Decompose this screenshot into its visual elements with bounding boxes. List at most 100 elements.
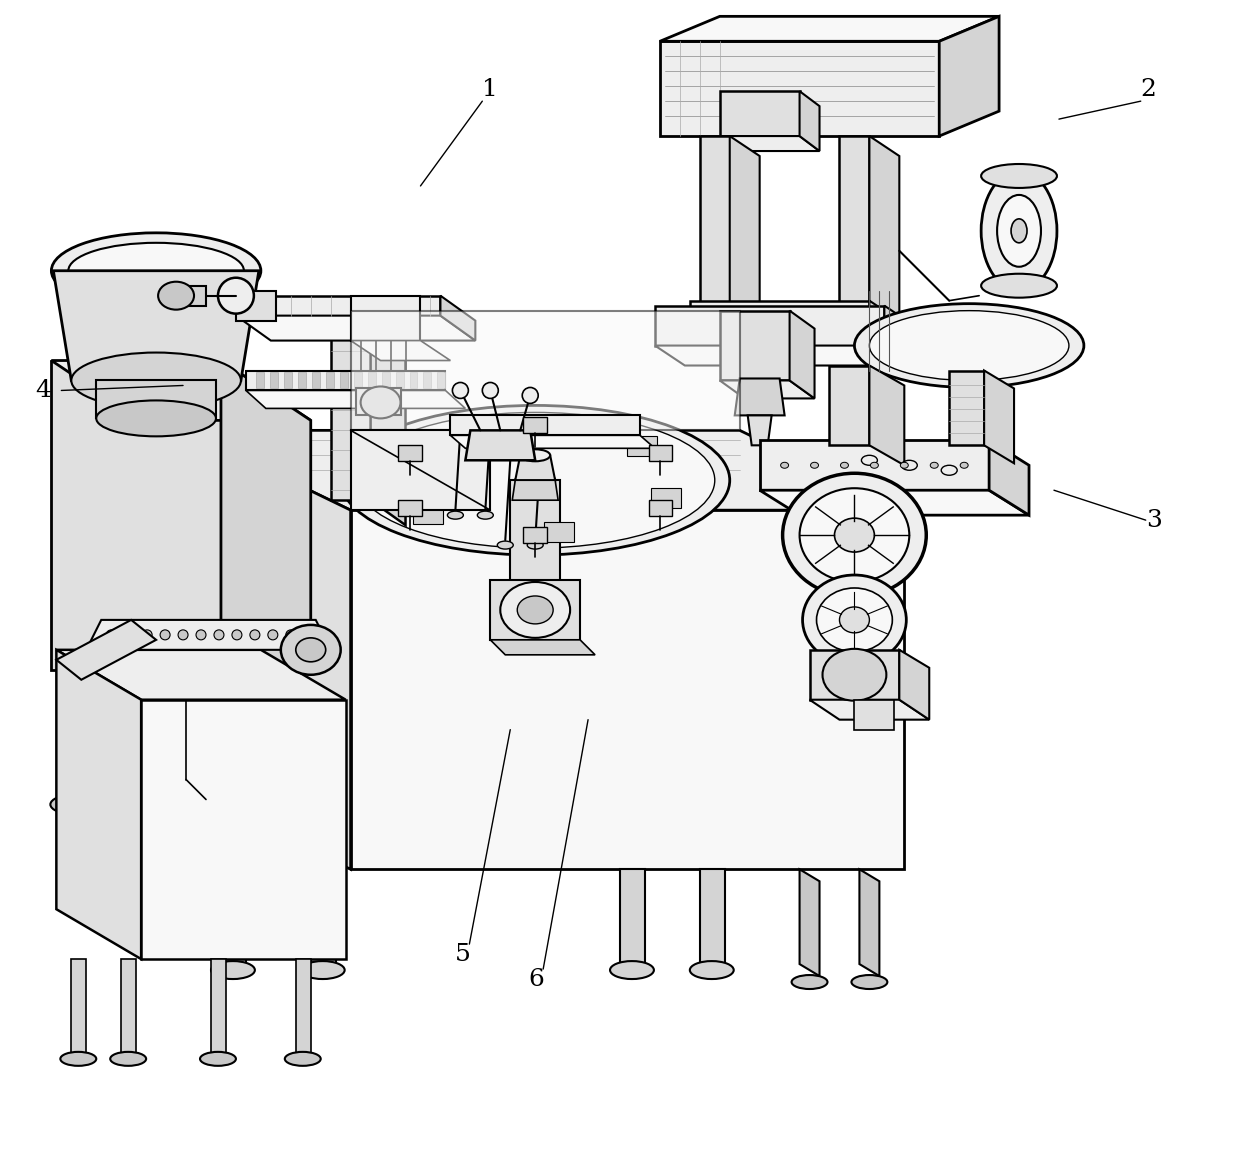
Polygon shape <box>719 91 800 137</box>
Ellipse shape <box>268 630 278 640</box>
Ellipse shape <box>165 794 215 814</box>
Ellipse shape <box>107 630 117 640</box>
Polygon shape <box>236 295 440 316</box>
Ellipse shape <box>527 541 543 549</box>
Polygon shape <box>523 417 547 433</box>
Polygon shape <box>296 959 311 1054</box>
Polygon shape <box>655 345 914 366</box>
Polygon shape <box>620 870 645 965</box>
Ellipse shape <box>143 630 153 640</box>
Polygon shape <box>496 418 526 438</box>
Polygon shape <box>939 16 999 137</box>
Ellipse shape <box>960 462 968 468</box>
Polygon shape <box>985 371 1014 463</box>
Polygon shape <box>689 316 899 336</box>
Bar <box>255 373 264 388</box>
Bar <box>298 373 306 388</box>
Polygon shape <box>87 620 331 650</box>
Ellipse shape <box>51 233 260 309</box>
Polygon shape <box>351 310 740 431</box>
Polygon shape <box>331 310 371 500</box>
Polygon shape <box>790 310 815 398</box>
Ellipse shape <box>500 582 570 638</box>
Polygon shape <box>760 490 1029 515</box>
Text: 2: 2 <box>1141 78 1157 101</box>
Ellipse shape <box>497 541 513 549</box>
Polygon shape <box>351 295 420 340</box>
Text: 1: 1 <box>482 78 498 101</box>
Polygon shape <box>990 440 1029 515</box>
Polygon shape <box>649 500 672 515</box>
Ellipse shape <box>800 489 909 582</box>
Ellipse shape <box>610 961 653 979</box>
Polygon shape <box>450 435 655 448</box>
Bar <box>284 373 291 388</box>
Bar <box>409 373 418 388</box>
Polygon shape <box>465 431 536 460</box>
Polygon shape <box>141 699 346 959</box>
Ellipse shape <box>854 303 1084 388</box>
Polygon shape <box>748 416 771 446</box>
Polygon shape <box>221 870 246 965</box>
Polygon shape <box>899 650 929 719</box>
Ellipse shape <box>981 171 1056 291</box>
Polygon shape <box>523 527 547 543</box>
Ellipse shape <box>448 511 464 519</box>
Polygon shape <box>719 137 820 151</box>
Bar <box>353 373 362 388</box>
Polygon shape <box>490 640 595 654</box>
Polygon shape <box>660 42 939 137</box>
Polygon shape <box>689 301 869 316</box>
Polygon shape <box>246 390 465 409</box>
Ellipse shape <box>200 1051 236 1065</box>
Polygon shape <box>72 959 87 1054</box>
Ellipse shape <box>521 449 551 461</box>
Polygon shape <box>56 620 156 680</box>
Ellipse shape <box>232 630 242 640</box>
Bar <box>340 373 347 388</box>
Polygon shape <box>699 137 729 310</box>
Bar <box>367 373 376 388</box>
Polygon shape <box>854 699 894 730</box>
Ellipse shape <box>900 462 909 468</box>
Polygon shape <box>810 699 929 719</box>
Bar <box>396 373 403 388</box>
Polygon shape <box>181 669 198 799</box>
Polygon shape <box>760 440 990 490</box>
Polygon shape <box>211 959 226 1054</box>
Polygon shape <box>176 286 206 306</box>
Ellipse shape <box>341 405 729 555</box>
Polygon shape <box>371 310 405 525</box>
Ellipse shape <box>841 462 848 468</box>
Polygon shape <box>246 371 445 390</box>
Ellipse shape <box>285 630 296 640</box>
Polygon shape <box>627 437 657 456</box>
Polygon shape <box>51 360 221 669</box>
Polygon shape <box>66 669 84 799</box>
Polygon shape <box>859 870 879 976</box>
Ellipse shape <box>689 961 734 979</box>
Text: 3: 3 <box>1146 508 1162 532</box>
Ellipse shape <box>61 1051 97 1065</box>
Polygon shape <box>800 870 820 976</box>
Polygon shape <box>660 16 999 42</box>
Polygon shape <box>884 306 914 366</box>
Polygon shape <box>839 137 869 310</box>
Ellipse shape <box>196 630 206 640</box>
Polygon shape <box>413 504 443 525</box>
Ellipse shape <box>782 474 926 598</box>
Polygon shape <box>351 431 490 511</box>
Ellipse shape <box>517 596 553 624</box>
Ellipse shape <box>296 638 326 662</box>
Polygon shape <box>236 291 275 321</box>
Polygon shape <box>735 379 785 416</box>
Polygon shape <box>800 91 820 151</box>
Polygon shape <box>490 580 580 640</box>
Ellipse shape <box>110 1051 146 1065</box>
Polygon shape <box>440 295 475 340</box>
Polygon shape <box>186 431 904 511</box>
Polygon shape <box>351 511 904 870</box>
Ellipse shape <box>211 961 255 979</box>
Ellipse shape <box>160 630 170 640</box>
Bar <box>382 373 389 388</box>
